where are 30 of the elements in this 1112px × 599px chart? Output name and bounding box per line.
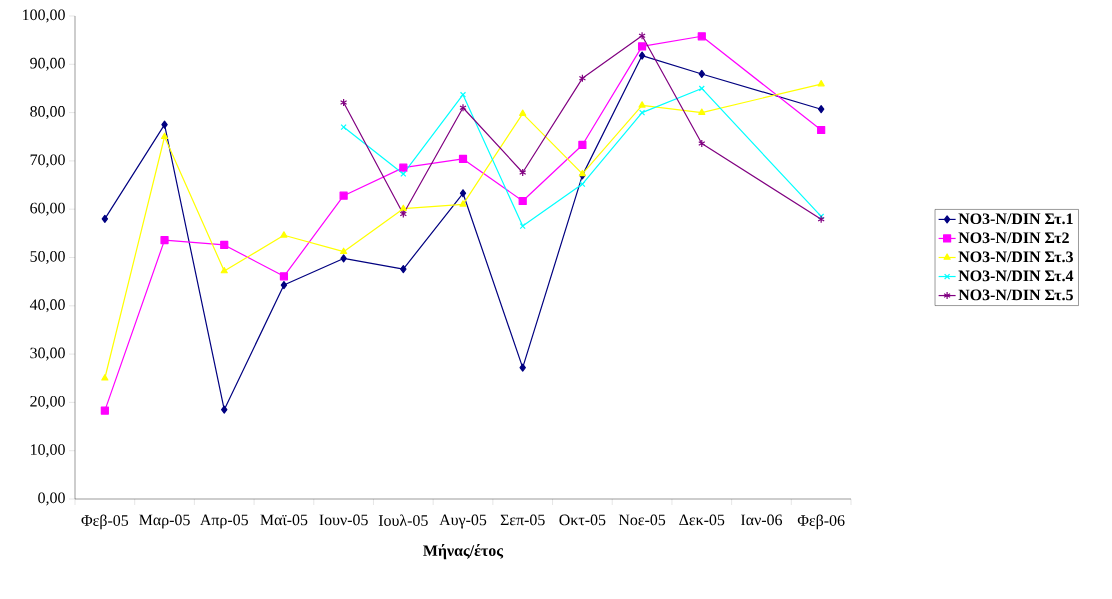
y-tick-label: 60,00	[30, 202, 65, 216]
legend-label: NO3-N/DIN Στ.1	[958, 213, 1073, 225]
legend-label: NO3-N/DIN Στ.5	[958, 289, 1073, 301]
legend-label: NO3-N/DIN Στ.3	[958, 251, 1073, 263]
y-tick-label: 30,00	[30, 347, 65, 361]
y-tick-label: 50,00	[30, 250, 65, 265]
x-tick-label: Απρ-05	[200, 514, 248, 529]
legend-label: NO3-N/DIN Στ2	[958, 232, 1069, 244]
y-tick-label: 0,00	[38, 492, 65, 506]
y-tick-label: 10,00	[31, 444, 65, 458]
x-tick-label: Φεβ-06	[797, 514, 845, 530]
y-tick-label: 40,00	[29, 299, 65, 313]
x-tick-label: Ιουν-05	[319, 514, 368, 526]
x-tick-label: Μαϊ-05	[260, 514, 308, 526]
y-tick-label: 80,00	[30, 106, 65, 120]
x-tick-label: Αυγ-05	[439, 514, 487, 529]
x-tick-label: Ιουλ-05	[378, 514, 428, 526]
x-tick-label: Φεβ-05	[81, 514, 129, 530]
y-tick-label: 100,00	[23, 9, 65, 23]
x-tick-label: Ιαν-06	[740, 514, 783, 526]
y-tick-label: 70,00	[30, 154, 65, 168]
x-tick-label: Δεκ-05	[679, 514, 725, 526]
x-tick-label: Νοε-05	[618, 514, 666, 526]
x-tick-label: Μαρ-05	[139, 514, 190, 529]
y-tick-label: 20,00	[30, 395, 65, 409]
x-axis-title: Μήνας/έτος	[423, 543, 504, 560]
legend-label: NO3-N/DIN Στ.4	[958, 270, 1074, 282]
x-tick-label: Οκτ-05	[559, 514, 606, 526]
y-tick-label: 90,00	[30, 57, 65, 71]
x-tick-label: Σεπ-05	[500, 514, 545, 526]
